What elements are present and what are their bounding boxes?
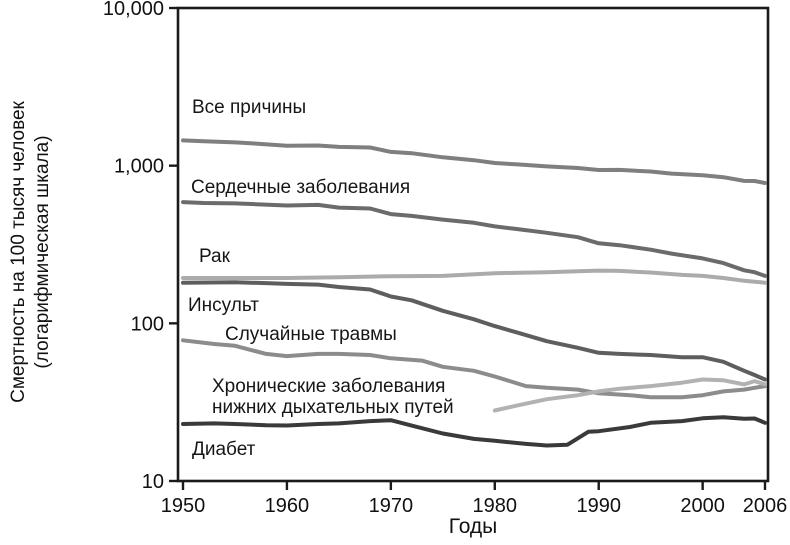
series-line-stroke [181,280,767,382]
x-tick-label-1960: 1960 [265,495,310,517]
plot-box [176,6,770,483]
x-tick-label-1970: 1970 [369,495,414,517]
series-label-clrd: Хронические заболевания [212,376,445,397]
y-tick-label-10: 10 [142,471,164,493]
y-axis-title: Смертность на 100 тысяч человек (логариф… [7,101,55,403]
series-label-accidents: Случайные травмы [225,324,397,345]
series-line-clrd [492,377,767,413]
y-axis-title-line2: (логарифмическая шкала) [32,135,53,369]
series-line-heart-disease [181,200,767,278]
series-label-heart-disease: Сердечные заболевания [191,177,410,198]
series-label-all-causes: Все причины [192,97,306,118]
y-axis-title-line1: Смертность на 100 тысяч человек [8,101,29,403]
series-label-stroke: Инсульт [188,295,259,316]
y-tick-label-10000: 10,000 [103,0,164,20]
series-label-cancer: Рак [199,246,231,267]
series-line-diabetes [181,415,767,448]
y-tick-label-1000: 1,000 [114,156,164,178]
x-tick-label-2000: 2000 [680,495,725,517]
x-tick-label-1950: 1950 [161,495,206,517]
series-line-accidents [181,338,767,400]
y-tick-label-100: 100 [131,313,164,335]
x-tick-label-1980: 1980 [473,495,518,517]
x-tick-label-1990: 1990 [576,495,621,517]
series-line-all-causes [181,138,767,185]
series-label-clrd-line2: нижних дыхательных путей [212,397,454,418]
series-label-diabetes: Диабет [192,439,256,460]
x-axis-title: Годы [448,515,498,538]
series-line-cancer [181,268,767,285]
x-tick-label-2006: 2006 [743,495,788,517]
